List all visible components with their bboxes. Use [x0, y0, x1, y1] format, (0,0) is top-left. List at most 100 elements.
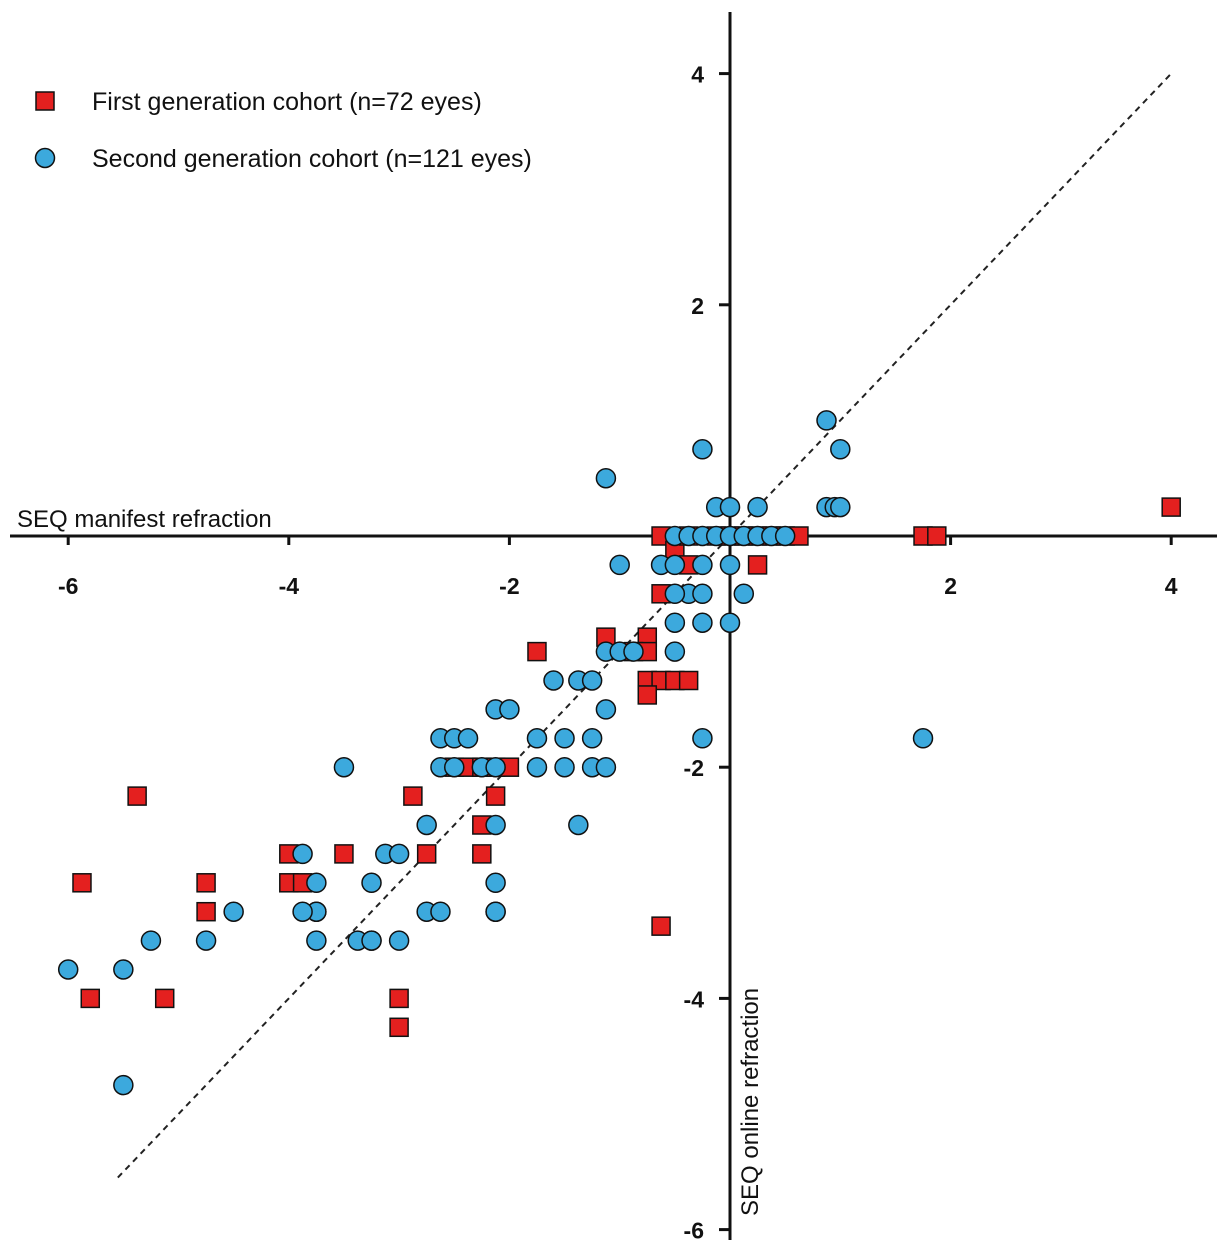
second-gen-point [113, 1074, 134, 1096]
second-gen-point [306, 930, 327, 951]
reference-line-layer [117, 72, 1172, 1179]
second-gen-point [664, 612, 686, 633]
second-gen-point [581, 728, 603, 749]
second-gen-point [692, 439, 713, 460]
second-gen-point [485, 814, 506, 836]
second-gen-point [664, 583, 686, 605]
first-gen-point [154, 988, 175, 1009]
first-gen-point [389, 1017, 409, 1038]
legend-circle-marker [34, 147, 56, 169]
legend: First generation cohort (n=72 eyes) Seco… [34, 88, 532, 173]
second-gen-point [306, 872, 327, 894]
second-gen-point [609, 554, 630, 576]
x-axis-title: SEQ manifest refraction [17, 506, 272, 533]
second-gen-point [747, 496, 768, 518]
first-gen-point [651, 916, 671, 936]
second-gen-point [526, 728, 548, 749]
first-gen-point [747, 555, 768, 575]
second-gen-point [568, 814, 589, 836]
first-gen-point [196, 901, 216, 922]
second-gen-point [457, 728, 479, 749]
second-gen-point [526, 756, 548, 778]
legend-second-label: Second generation cohort (n=121 eyes) [92, 145, 532, 173]
second-gen-point [733, 583, 755, 605]
second-gen-point [595, 467, 617, 489]
second-gen-point [140, 930, 162, 951]
second-gen-point [664, 641, 686, 662]
second-gen-point [485, 756, 506, 778]
second-gen-point [499, 699, 520, 720]
first-gen-point [485, 786, 506, 806]
second-gen-point [664, 554, 686, 576]
first-gen-point [927, 526, 947, 546]
first-gen-point [403, 786, 423, 806]
second-gen-point [692, 583, 713, 605]
first-gen-point [416, 844, 437, 864]
y-tick-label: 4 [691, 62, 704, 88]
identity-reference-line [117, 72, 1172, 1179]
second-gen-point [595, 756, 617, 778]
second-gen-point [361, 872, 382, 894]
second-gen-point [388, 930, 410, 951]
first-gen-point [196, 873, 216, 893]
y-tick-label: -4 [684, 986, 705, 1012]
second-gen-point [554, 756, 575, 778]
x-tick-label: -2 [499, 573, 519, 599]
first-gen-point [637, 685, 658, 705]
legend-square-marker [35, 91, 55, 111]
second-gen-point [292, 843, 313, 865]
first-gen-point [678, 670, 699, 691]
second-gen-point [485, 872, 506, 894]
first-gen-point [1161, 497, 1181, 517]
x-tick-label: -4 [279, 573, 300, 599]
second-gen-point [223, 901, 244, 922]
first-gen-point [80, 988, 101, 1009]
second-gen-point [719, 554, 741, 576]
second-gen-point [912, 728, 934, 749]
x-tick-label: -6 [58, 573, 78, 599]
points-layer [57, 410, 1181, 1096]
second-gen-point [692, 612, 713, 633]
second-gen-point [195, 930, 217, 951]
second-gen-point [543, 670, 564, 691]
first-gen-point [72, 873, 92, 893]
second-gen-point [57, 959, 79, 980]
y-axis-title: SEQ online refraction [737, 988, 764, 1216]
second-gen-point [444, 756, 465, 778]
second-gen-point [113, 959, 134, 980]
second-gen-point [416, 814, 437, 836]
second-gen-point [774, 525, 796, 547]
second-gen-point [719, 496, 741, 518]
y-tick-label: 2 [691, 293, 704, 319]
axes-layer [10, 12, 1217, 1240]
second-gen-point [830, 439, 851, 460]
second-gen-point [485, 901, 506, 922]
first-gen-point [334, 844, 354, 864]
first-gen-point [389, 988, 409, 1009]
first-gen-point [472, 844, 492, 864]
second-gen-point [361, 930, 382, 951]
second-gen-point [581, 670, 603, 691]
second-gen-point [388, 843, 410, 865]
first-gen-point [127, 786, 147, 806]
second-gen-point [830, 496, 851, 518]
y-tick-label: -2 [684, 755, 704, 781]
second-gen-point [333, 756, 355, 778]
second-gen-point [554, 728, 575, 749]
second-gen-point [692, 554, 713, 576]
ticks-layer: -6 -4 -2 2 4 -6 -4 -2 2 4 [58, 62, 1178, 1242]
x-tick-label: 2 [944, 573, 957, 599]
x-tick-label: 4 [1165, 573, 1178, 599]
second-gen-point [595, 699, 617, 720]
first-gen-point [527, 641, 547, 662]
second-gen-point [292, 901, 313, 922]
second-gen-point [719, 612, 741, 633]
legend-first-label: First generation cohort (n=72 eyes) [92, 88, 482, 116]
second-gen-point [816, 410, 837, 431]
second-gen-point [692, 728, 713, 749]
y-tick-label: -6 [684, 1218, 704, 1242]
second-gen-point [623, 641, 644, 662]
second-gen-point [430, 901, 451, 922]
